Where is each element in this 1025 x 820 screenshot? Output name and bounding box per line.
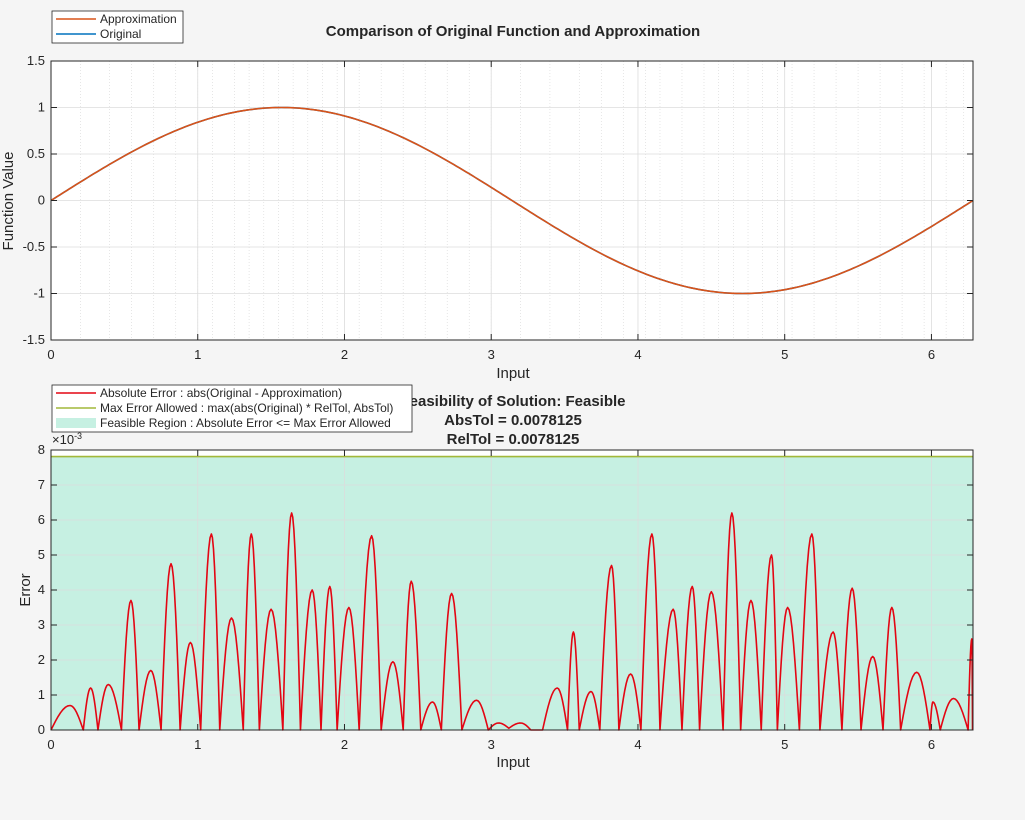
top-chart-title: Comparison of Original Function and Appr…	[326, 23, 700, 40]
y-tick-label: 7	[38, 477, 45, 492]
bottom-title-line-3: RelTol = 0.0078125	[447, 431, 580, 448]
bottom-y-axis-label: Error	[17, 573, 34, 606]
y-exponent-base: ×10	[52, 432, 74, 447]
x-tick-label: 0	[47, 737, 54, 752]
x-tick-label: 6	[928, 347, 935, 362]
x-tick-label: 2	[341, 347, 348, 362]
x-tick-label: 1	[194, 737, 201, 752]
legend-label-original: Original	[100, 27, 141, 41]
y-tick-label: 1.5	[27, 53, 45, 68]
y-tick-label: 1	[38, 100, 45, 115]
function-comparison-plot: 0 1 2 3 4 5 6 -1.5 -1 -0.5 0 0.5 1 1.5 Comparison of …	[0, 10, 974, 382]
x-tick-label: 0	[47, 347, 54, 362]
bottom-title-line-1: Feasibility of Solution: Feasible	[400, 393, 625, 410]
y-tick-label: -0.5	[23, 239, 45, 254]
y-tick-label: 0.5	[27, 146, 45, 161]
legend-label-max-error: Max Error Allowed : max(abs(Original) * …	[100, 401, 393, 415]
y-tick-label: 6	[38, 512, 45, 527]
x-tick-label: 1	[194, 347, 201, 362]
bottom-x-axis-label: Input	[496, 754, 530, 771]
y-exponent-power: -3	[74, 431, 82, 441]
top-legend-box	[51, 10, 184, 44]
legend-label-approximation: Approximation	[100, 12, 177, 26]
y-tick-label: 4	[38, 582, 45, 597]
feasible-region-fill	[51, 456, 973, 730]
top-x-axis-label: Input	[496, 365, 530, 382]
x-tick-label: 5	[781, 737, 788, 752]
y-tick-label: 2	[38, 652, 45, 667]
bottom-series	[50, 455, 974, 731]
absolute-error-line	[50, 512, 974, 731]
y-tick-label: 0	[38, 722, 45, 737]
y-tick-label: -1.5	[23, 332, 45, 347]
x-tick-label: 6	[928, 737, 935, 752]
x-tick-label: 3	[488, 347, 495, 362]
x-tick-label: 4	[634, 347, 641, 362]
y-tick-label: -1	[33, 286, 45, 301]
error-plot: 0 1 2 3 4 5 6 0 1 2 3 4 5 6 7 8 Feasibility of Solution…	[17, 384, 974, 771]
y-tick-label: 8	[38, 442, 45, 457]
legend-label-absolute-error: Absolute Error : abs(Original - Approxim…	[100, 386, 342, 400]
top-legend: Approximation Original	[51, 10, 184, 44]
y-tick-label: 3	[38, 617, 45, 632]
y-exponent-multiplier: ×10-3	[52, 431, 82, 447]
bottom-legend-box	[51, 384, 413, 433]
bottom-legend: Absolute Error : abs(Original - Approxim…	[51, 384, 413, 433]
x-tick-label: 5	[781, 347, 788, 362]
x-tick-label: 2	[341, 737, 348, 752]
y-tick-label: 1	[38, 687, 45, 702]
legend-label-feasible-region: Feasible Region : Absolute Error <= Max …	[100, 416, 391, 430]
series-line-approximation	[50, 106, 974, 295]
top-y-axis-label: Function Value	[0, 152, 17, 251]
top-series	[50, 106, 974, 295]
y-tick-label: 0	[38, 193, 45, 208]
x-tick-label: 4	[634, 737, 641, 752]
legend-swatch-feasible-region	[56, 418, 96, 428]
y-tick-label: 5	[38, 547, 45, 562]
x-tick-label: 3	[488, 737, 495, 752]
top-ticks: 0 1 2 3 4 5 6 -1.5 -1 -0.5 0 0.5 1 1.5	[23, 53, 973, 362]
bottom-title-line-2: AbsTol = 0.0078125	[444, 412, 582, 429]
bottom-ticks: 0 1 2 3 4 5 6 0 1 2 3 4 5 6 7 8	[38, 442, 973, 752]
